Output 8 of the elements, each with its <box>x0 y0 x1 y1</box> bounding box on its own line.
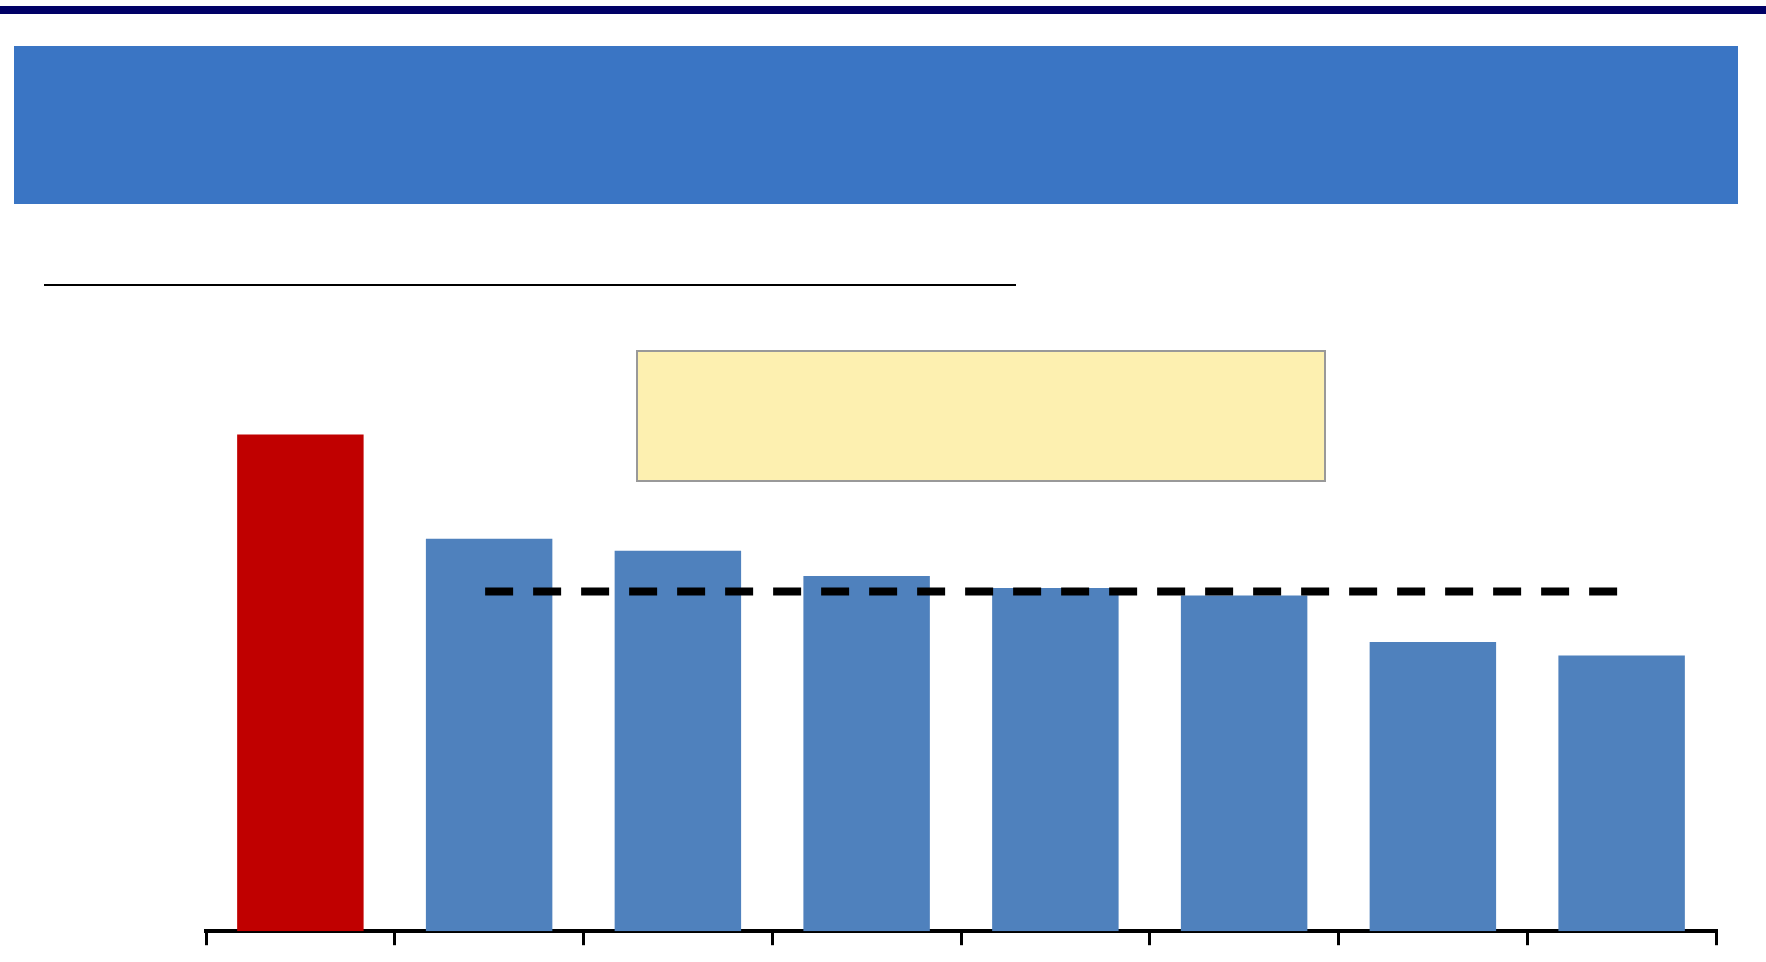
bar <box>1558 655 1685 932</box>
bar <box>425 538 553 932</box>
bar <box>992 587 1119 932</box>
bar <box>237 434 364 932</box>
bar <box>1369 642 1497 932</box>
bar <box>803 576 930 932</box>
bar <box>614 550 742 932</box>
bar <box>1180 595 1308 932</box>
